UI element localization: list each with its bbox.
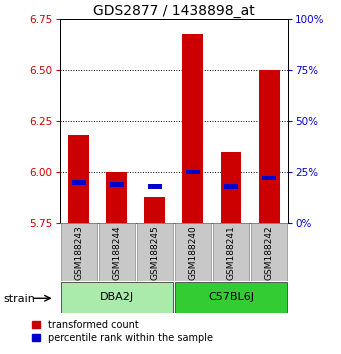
Text: DBA2J: DBA2J — [100, 292, 134, 302]
Title: GDS2877 / 1438898_at: GDS2877 / 1438898_at — [93, 5, 255, 18]
Bar — [175, 282, 287, 313]
Text: GSM188240: GSM188240 — [189, 225, 197, 280]
Bar — [61, 223, 97, 281]
Bar — [99, 223, 135, 281]
Bar — [175, 223, 211, 281]
Bar — [186, 170, 200, 175]
Text: GSM188245: GSM188245 — [150, 225, 159, 280]
Bar — [213, 223, 249, 281]
Legend: transformed count, percentile rank within the sample: transformed count, percentile rank withi… — [32, 320, 213, 343]
Bar — [251, 223, 287, 281]
Bar — [182, 34, 204, 223]
Text: strain: strain — [3, 294, 35, 304]
Bar — [72, 180, 86, 184]
Bar — [258, 70, 280, 223]
Bar — [61, 282, 173, 313]
Bar — [68, 136, 89, 223]
Bar — [221, 152, 241, 223]
Bar — [106, 172, 127, 223]
Bar — [224, 184, 238, 189]
Text: GSM188243: GSM188243 — [74, 225, 83, 280]
Text: GSM188242: GSM188242 — [265, 225, 273, 280]
Bar — [137, 223, 173, 281]
Bar — [262, 176, 276, 181]
Text: C57BL6J: C57BL6J — [208, 292, 254, 302]
Text: GSM188241: GSM188241 — [226, 225, 236, 280]
Text: GSM188244: GSM188244 — [112, 225, 121, 280]
Bar — [148, 184, 162, 189]
Bar — [144, 196, 165, 223]
Bar — [110, 182, 123, 187]
